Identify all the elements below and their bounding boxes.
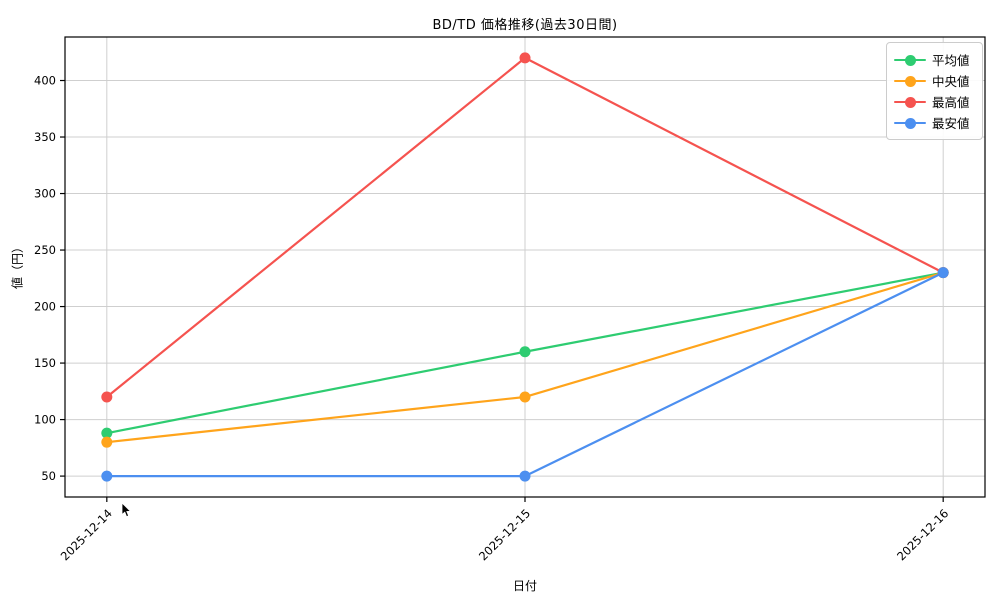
legend-label: 中央値 <box>932 74 970 89</box>
legend-item-average: 平均値 <box>894 49 974 70</box>
data-point-最安値-2025-12-14 <box>101 470 113 482</box>
legend-item-min: 最安値 <box>894 112 974 133</box>
data-point-平均値-2025-12-14 <box>101 427 113 439</box>
y-tick-label: 100 <box>34 413 56 427</box>
y-tick-label: 50 <box>41 469 56 483</box>
legend: 平均値 中央値 最高値 最安値 <box>886 42 983 140</box>
y-tick-label: 350 <box>34 130 56 144</box>
legend-item-median: 中央値 <box>894 70 974 91</box>
legend-label: 最高値 <box>932 95 970 110</box>
x-tick-label: 2025-12-16 <box>894 506 951 563</box>
line-marker-icon <box>894 117 926 129</box>
x-tick-label: 2025-12-14 <box>58 506 115 563</box>
data-point-最高値-2025-12-14 <box>101 391 113 403</box>
data-point-中央値-2025-12-14 <box>101 436 113 448</box>
y-tick-label: 250 <box>34 243 56 257</box>
y-tick-label: 300 <box>34 187 56 201</box>
x-tick-label: 2025-12-15 <box>476 506 533 563</box>
data-point-平均値-2025-12-15 <box>519 346 531 358</box>
legend-item-max: 最高値 <box>894 91 974 112</box>
line-marker-icon <box>894 75 926 87</box>
y-tick-label: 150 <box>34 356 56 370</box>
x-axis-label: 日付 <box>512 579 537 593</box>
line-marker-icon <box>894 96 926 108</box>
data-point-最安値-2025-12-16 <box>937 267 949 279</box>
legend-label: 最安値 <box>932 116 970 131</box>
data-point-最高値-2025-12-15 <box>519 52 531 64</box>
y-tick-label: 400 <box>34 74 56 88</box>
data-point-中央値-2025-12-15 <box>519 391 531 403</box>
y-tick-label: 200 <box>34 300 56 314</box>
line-marker-icon <box>894 54 926 66</box>
chart-title: BD/TD 価格推移(過去30日間) <box>432 18 618 33</box>
legend-label: 平均値 <box>932 53 970 68</box>
data-point-最安値-2025-12-15 <box>519 470 531 482</box>
mouse-cursor-icon <box>121 503 132 518</box>
